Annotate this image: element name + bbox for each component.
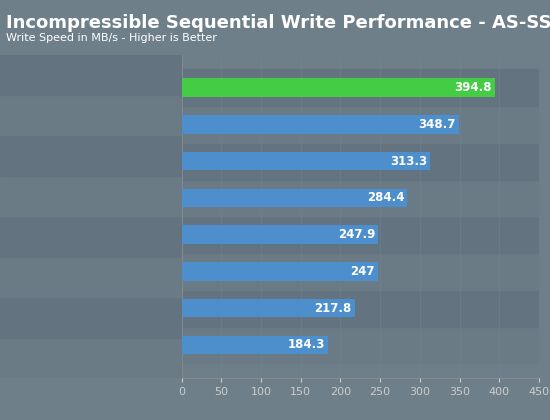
Text: 313.3: 313.3 <box>390 155 427 168</box>
Text: Write Speed in MB/s - Higher is Better: Write Speed in MB/s - Higher is Better <box>6 32 216 42</box>
Bar <box>182 69 539 106</box>
Bar <box>0 176 182 216</box>
Text: 184.3: 184.3 <box>287 339 324 352</box>
Bar <box>182 290 539 327</box>
Text: 217.8: 217.8 <box>314 302 351 315</box>
Text: Incompressible Sequential Write Performance - AS-SSD: Incompressible Sequential Write Performa… <box>6 14 550 32</box>
Bar <box>182 180 539 216</box>
Bar <box>182 327 539 363</box>
Bar <box>0 297 182 338</box>
Bar <box>182 106 539 143</box>
Text: 394.8: 394.8 <box>454 81 492 94</box>
Bar <box>0 55 182 95</box>
Bar <box>182 79 495 97</box>
Bar <box>182 216 539 253</box>
Text: 348.7: 348.7 <box>418 118 455 131</box>
Bar <box>0 135 182 176</box>
Bar <box>182 115 459 134</box>
Bar <box>182 143 539 180</box>
Bar <box>182 152 431 171</box>
Bar <box>182 262 378 281</box>
Bar <box>0 216 182 257</box>
Bar <box>0 257 182 297</box>
Text: 247: 247 <box>350 265 375 278</box>
Text: 284.4: 284.4 <box>367 192 404 205</box>
Bar <box>182 299 355 318</box>
Bar <box>182 189 408 207</box>
Bar <box>182 253 539 290</box>
Text: 247.9: 247.9 <box>338 228 375 241</box>
Bar <box>0 95 182 135</box>
Bar <box>0 338 182 378</box>
Bar <box>182 336 328 354</box>
Bar <box>182 226 378 244</box>
